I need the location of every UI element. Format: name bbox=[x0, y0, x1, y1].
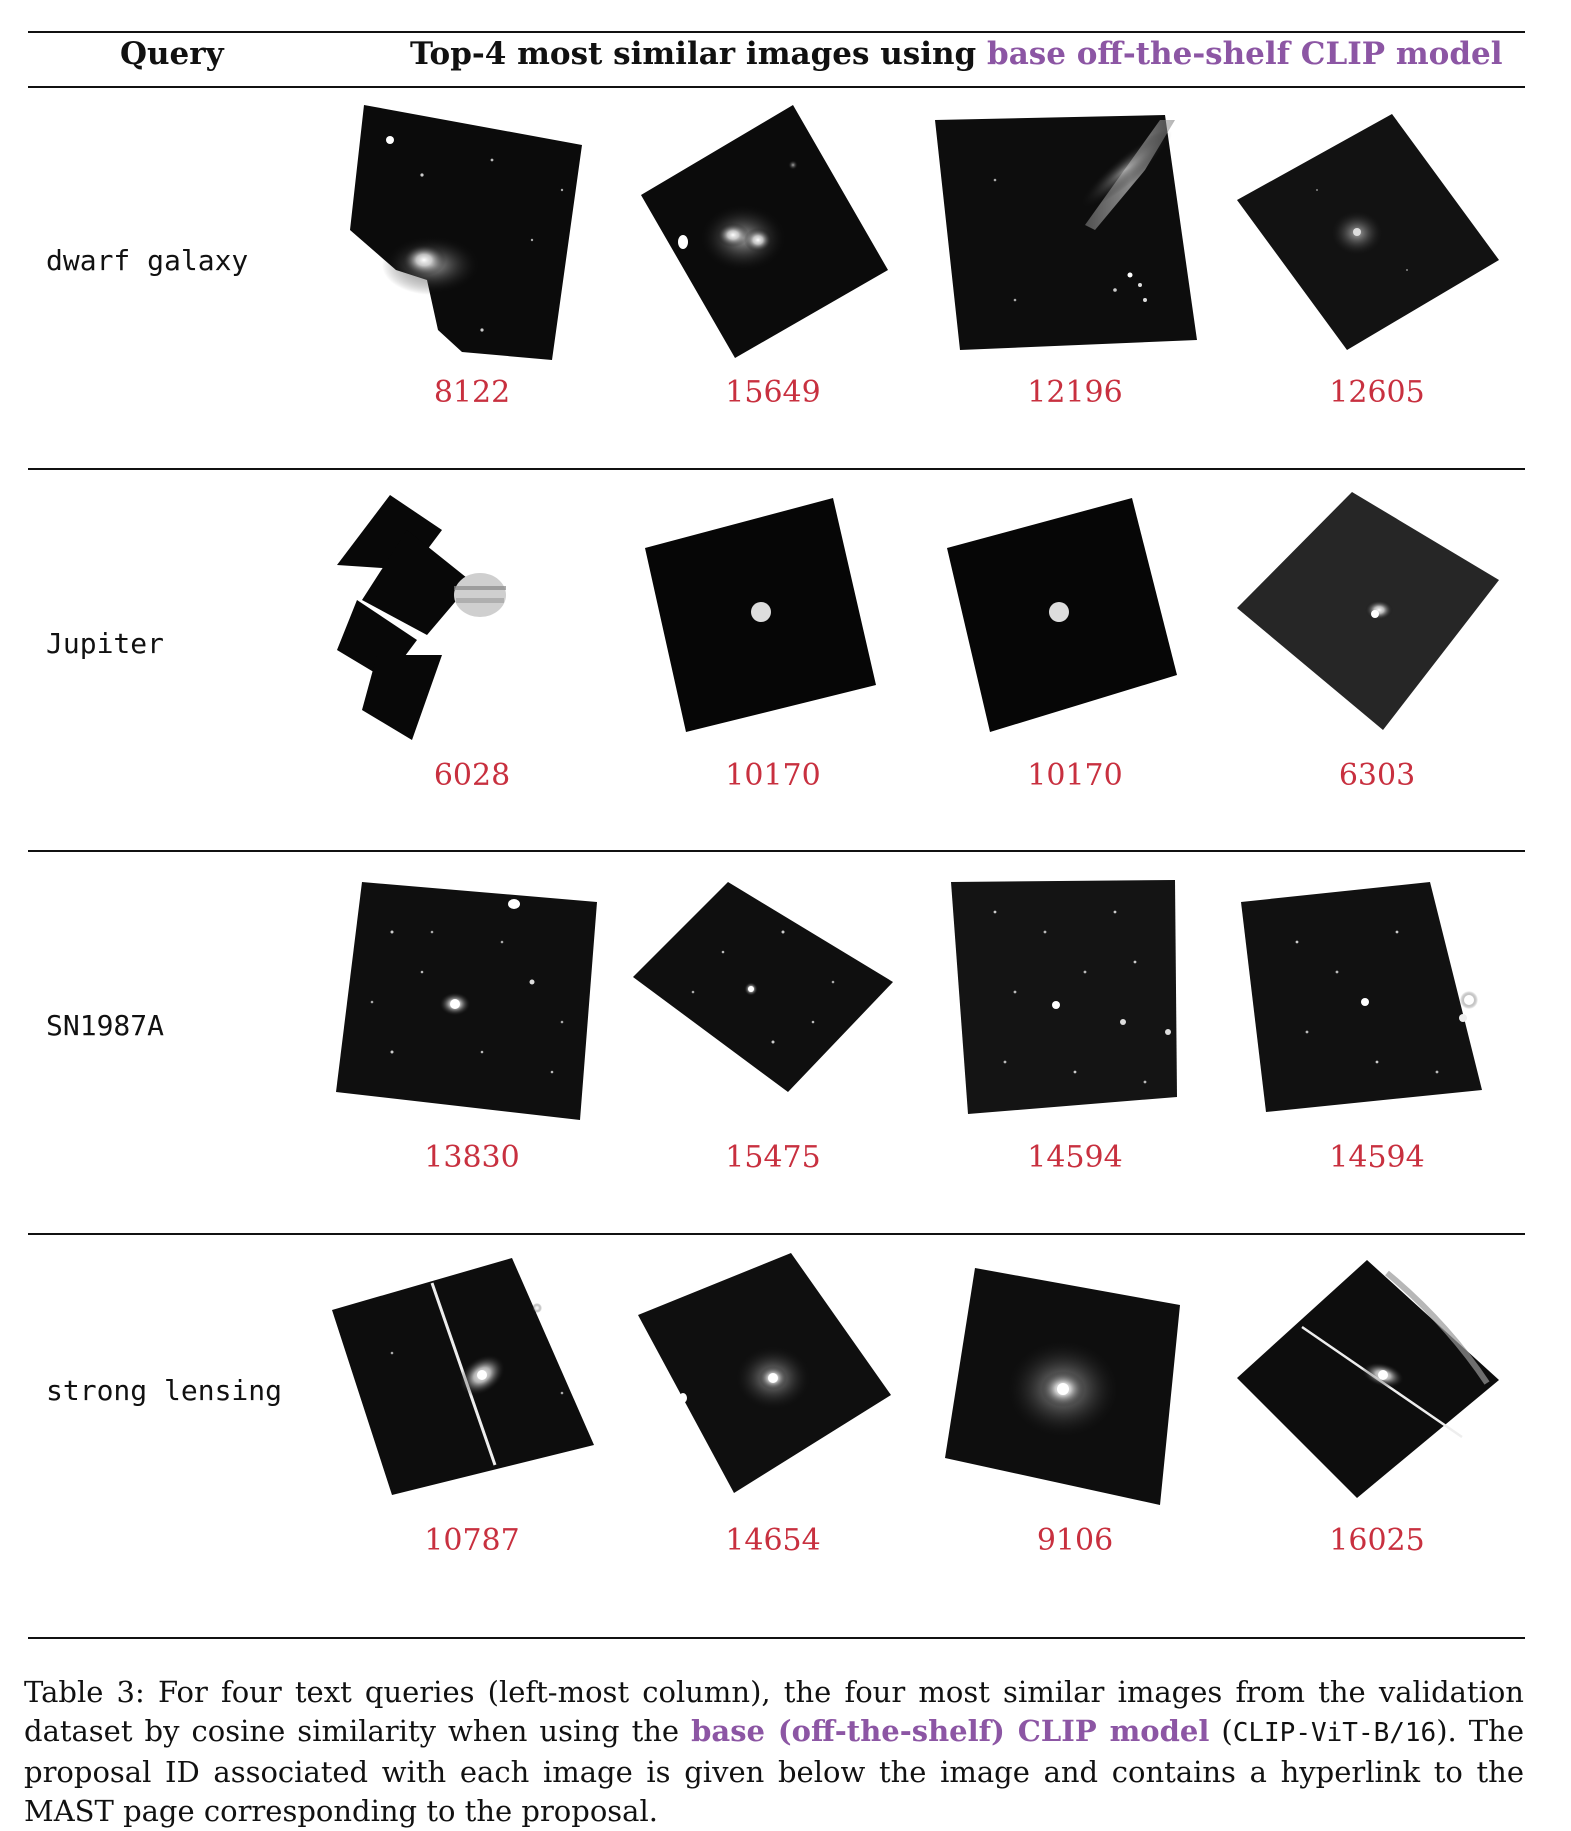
caption-text: ). The proposal ID associated with each … bbox=[24, 1714, 1524, 1828]
query-label: SN1987A bbox=[46, 1009, 165, 1042]
result-image-cell bbox=[332, 872, 612, 1172]
result-image-cell bbox=[1237, 1253, 1517, 1553]
header-top4: Top-4 most similar images using base off… bbox=[410, 36, 1503, 72]
proposal-id-link[interactable]: 13830 bbox=[424, 1140, 520, 1175]
proposal-id-link[interactable]: 14594 bbox=[1027, 1140, 1123, 1175]
bottom-rule bbox=[28, 1637, 1525, 1639]
astro-image bbox=[336, 882, 597, 1120]
result-image-cell bbox=[633, 1253, 913, 1553]
result-image-cell bbox=[935, 100, 1215, 400]
header-query: Query bbox=[120, 36, 224, 72]
result-image-cell bbox=[332, 100, 612, 400]
proposal-id-link[interactable]: 16025 bbox=[1329, 1523, 1425, 1558]
result-image-cell bbox=[633, 490, 913, 790]
query-label: strong lensing bbox=[46, 1374, 283, 1407]
astro-image bbox=[645, 498, 876, 732]
proposal-id-link[interactable]: 14594 bbox=[1329, 1140, 1425, 1175]
proposal-id-link[interactable]: 15649 bbox=[725, 375, 821, 410]
top-rule bbox=[28, 31, 1525, 33]
result-image-cell bbox=[935, 490, 1215, 790]
caption-model-code: CLIP-ViT-B/16 bbox=[1232, 1718, 1437, 1748]
caption-text: Table 3: For four text queries (left-mos… bbox=[24, 1675, 1524, 1748]
proposal-id-link[interactable]: 15475 bbox=[725, 1140, 821, 1175]
query-label: Jupiter bbox=[46, 627, 165, 660]
proposal-id-link[interactable]: 10170 bbox=[1027, 758, 1123, 793]
astro-image bbox=[1237, 114, 1499, 350]
proposal-id-link[interactable]: 12196 bbox=[1027, 375, 1123, 410]
result-image-cell bbox=[633, 100, 913, 400]
result-image-cell bbox=[1237, 872, 1517, 1172]
header-top4-text: Top-4 most similar images using bbox=[410, 36, 988, 72]
proposal-id-link[interactable]: 12605 bbox=[1329, 375, 1425, 410]
row-separator bbox=[28, 1233, 1525, 1235]
astro-image bbox=[947, 498, 1177, 732]
astro-image bbox=[935, 115, 1197, 350]
proposal-id-link[interactable]: 8122 bbox=[433, 375, 511, 410]
astro-image bbox=[337, 495, 506, 740]
header-model-name: base off-the-shelf CLIP model bbox=[987, 36, 1503, 72]
result-image-cell bbox=[935, 872, 1215, 1172]
caption-model-link[interactable]: base (off-the-shelf) CLIP model bbox=[691, 1714, 1210, 1748]
proposal-id-link[interactable]: 6028 bbox=[433, 758, 511, 793]
result-image-cell bbox=[332, 1253, 612, 1553]
table-caption: Table 3: For four text queries (left-mos… bbox=[24, 1673, 1524, 1831]
astro-image bbox=[638, 1253, 891, 1493]
proposal-id-link[interactable]: 14654 bbox=[725, 1523, 821, 1558]
astro-image bbox=[945, 1268, 1180, 1505]
astro-image bbox=[350, 105, 582, 360]
row-separator bbox=[28, 468, 1525, 470]
proposal-id-link[interactable]: 10170 bbox=[725, 758, 821, 793]
result-image-cell bbox=[1237, 490, 1517, 790]
caption-text: ( bbox=[1209, 1714, 1233, 1748]
proposal-id-link[interactable]: 9106 bbox=[1036, 1523, 1114, 1558]
result-image-cell bbox=[633, 872, 913, 1172]
result-image-cell bbox=[332, 490, 612, 790]
astro-image bbox=[641, 105, 888, 358]
astro-image bbox=[332, 1258, 594, 1495]
astro-image bbox=[1241, 882, 1482, 1112]
proposal-id-link[interactable]: 10787 bbox=[424, 1523, 520, 1558]
header-rule bbox=[28, 86, 1525, 88]
query-label: dwarf galaxy bbox=[46, 244, 249, 277]
row-separator bbox=[28, 850, 1525, 852]
astro-image bbox=[1237, 1260, 1499, 1498]
result-image-cell bbox=[1237, 100, 1517, 400]
result-image-cell bbox=[935, 1253, 1215, 1553]
astro-image bbox=[1237, 492, 1499, 730]
astro-image bbox=[951, 880, 1177, 1114]
astro-image bbox=[633, 882, 893, 1092]
proposal-id-link[interactable]: 6303 bbox=[1338, 758, 1416, 793]
